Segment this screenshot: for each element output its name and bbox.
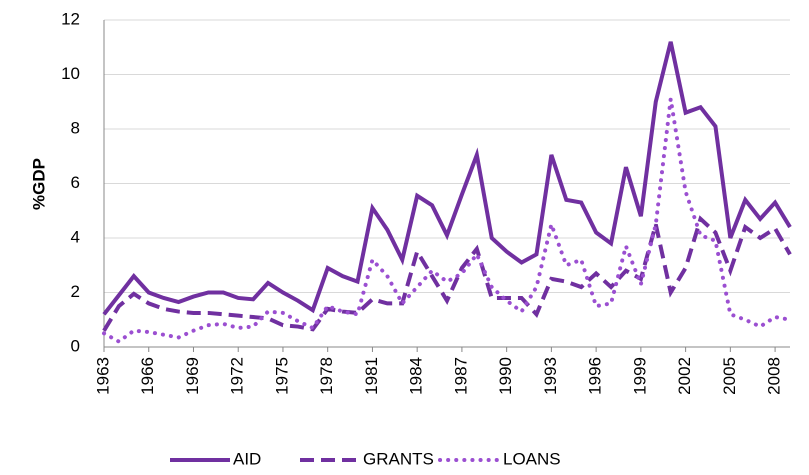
y-axis-title: %GDP — [29, 158, 48, 210]
x-tick-label: 1969 — [183, 357, 202, 395]
x-tick-label: 1993 — [541, 357, 560, 395]
series-line — [102, 215, 792, 332]
x-tick-label: 2008 — [765, 357, 784, 395]
legend-label: AID — [233, 449, 261, 468]
x-tick-label: 1999 — [630, 357, 649, 395]
x-tick-label: 1984 — [407, 357, 426, 395]
x-tick-label: 1987 — [451, 357, 470, 395]
x-tick-label: 1972 — [228, 357, 247, 395]
series-line — [102, 98, 792, 344]
x-tick-label: 2005 — [720, 357, 739, 395]
y-tick-label: 4 — [71, 227, 80, 246]
x-tick-label: 2002 — [675, 357, 694, 395]
y-tick-label: 12 — [61, 9, 80, 28]
x-tick-label: 1996 — [586, 357, 605, 395]
x-tick-label: 1978 — [317, 357, 336, 395]
x-tick-label: 1975 — [272, 357, 291, 395]
y-tick-label: 0 — [71, 336, 80, 355]
legend-label: LOANS — [503, 449, 561, 468]
x-tick-label: 1981 — [362, 357, 381, 395]
y-tick-label: 2 — [71, 282, 80, 301]
x-tick-label: 1990 — [496, 357, 515, 395]
legend-label: GRANTS — [363, 449, 434, 468]
y-tick-label: 10 — [61, 64, 80, 83]
x-tick-label: 1963 — [93, 357, 112, 395]
series-line — [102, 41, 792, 316]
y-tick-label: 6 — [71, 173, 80, 192]
y-tick-label: 8 — [71, 118, 80, 137]
x-tick-label: 1966 — [138, 357, 157, 395]
